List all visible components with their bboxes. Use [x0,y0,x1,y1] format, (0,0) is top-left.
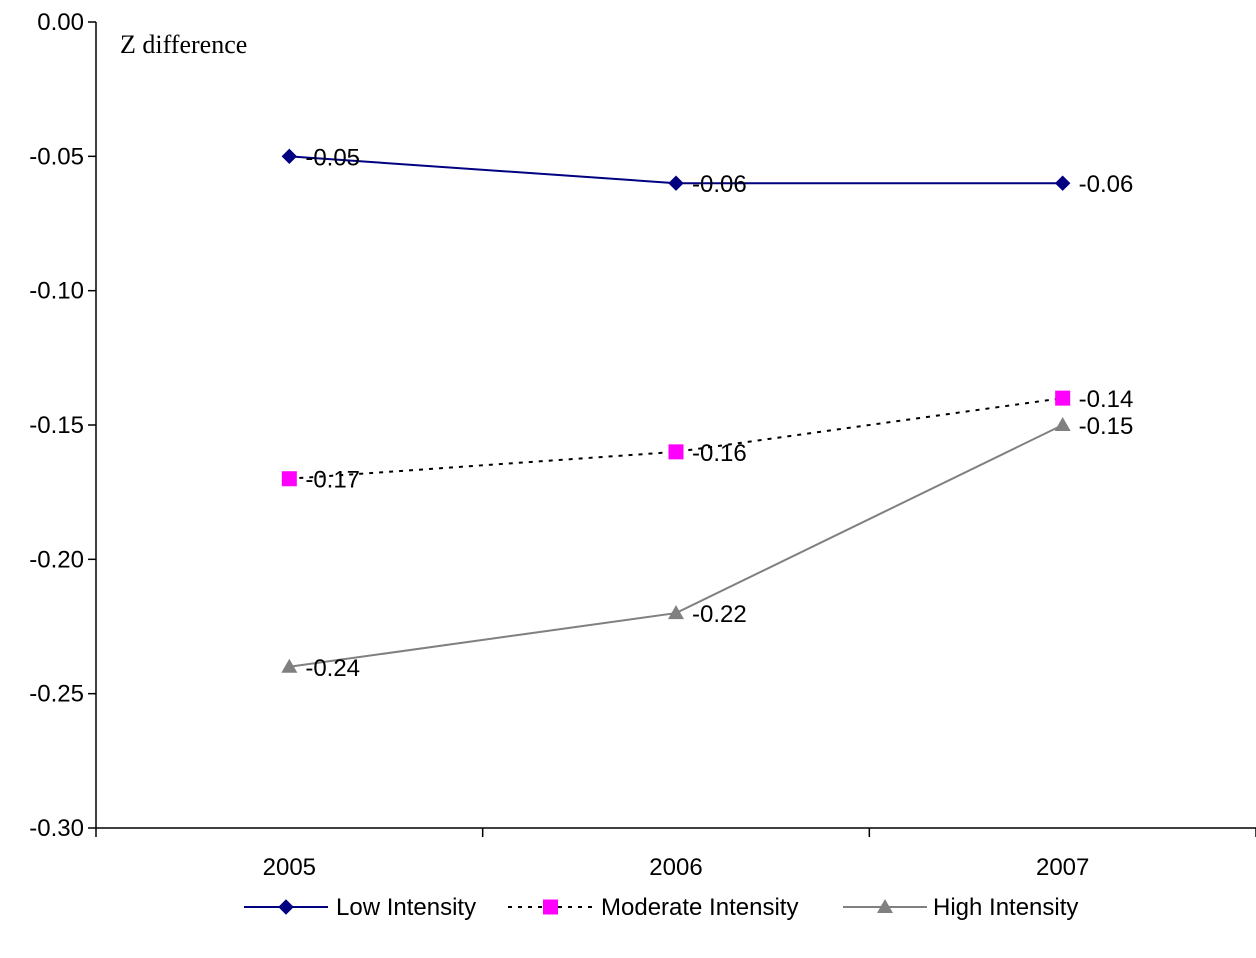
x-tick-label: 2005 [263,854,316,881]
data-label: -0.22 [692,601,747,628]
y-tick-label: -0.20 [29,546,84,573]
series-2-point [1054,417,1071,431]
data-labels: -0.05 -0.06 -0.06 -0.17 -0.16 -0.14 -0.24 -0.22… [305,144,1133,681]
legend: Low Intensity Moderate Intensity High Inte… [244,894,1078,921]
legend-marker-1 [543,899,558,915]
y-tick-label: -0.10 [29,278,84,305]
series-2-point [668,605,684,620]
x-tick-label: 2007 [1036,854,1089,881]
series-line-2 [289,424,1064,668]
series-0-point [1054,175,1071,191]
y-tick-label: -0.25 [29,681,84,708]
x-ticks: 2005 2006 2007 [95,828,1256,881]
data-label: -0.17 [305,467,360,494]
data-label: -0.06 [692,171,747,198]
data-label: -0.16 [692,440,747,467]
data-label: -0.24 [305,655,360,682]
y-tick-label: -0.30 [29,815,84,842]
series-markers [281,148,1071,673]
y-tick-label: 0.00 [37,9,84,36]
series-2-point [281,658,298,673]
series-line-1 [289,397,1063,480]
legend-label: Low Intensity [336,894,476,921]
legend-label: Moderate Intensity [601,894,798,921]
series-lines [289,155,1064,668]
legend-marker-0 [278,899,294,915]
y-axis-label: Z difference [120,30,247,59]
y-tick-label: -0.05 [29,143,84,170]
data-label: -0.05 [305,144,360,171]
data-label: -0.14 [1079,386,1134,413]
data-label: -0.15 [1079,413,1134,440]
series-1-point [281,471,297,487]
series-0-point [281,148,298,165]
y-ticks: 0.00 -0.05 -0.10 -0.15 -0.20 -0.25 -0.30 [29,9,96,842]
series-1-point [1055,390,1071,406]
series-0-point [668,175,684,191]
series-1-point [668,444,684,460]
x-tick-label: 2006 [649,854,702,881]
legend-marker-2 [877,899,893,913]
y-tick-label: -0.15 [29,412,84,439]
legend-label: High Intensity [933,894,1078,921]
data-label: -0.06 [1079,171,1134,198]
